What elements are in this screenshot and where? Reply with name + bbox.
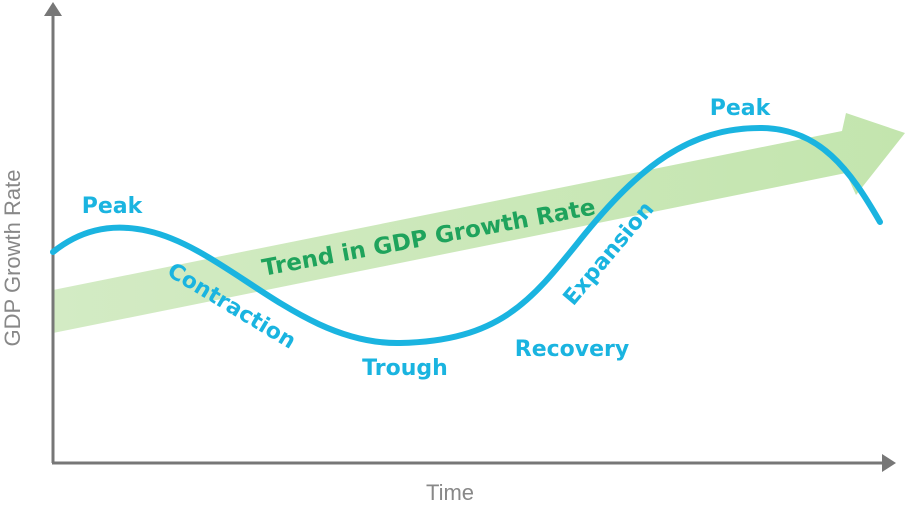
y-axis-arrow bbox=[44, 2, 62, 16]
phase-label: Peak bbox=[82, 194, 144, 219]
x-axis-arrow bbox=[882, 454, 896, 472]
phase-label: Trough bbox=[362, 356, 448, 381]
trend-arrow bbox=[53, 113, 905, 333]
y-axis-label: GDP Growth Rate bbox=[0, 170, 25, 347]
x-axis-label: Time bbox=[426, 480, 474, 505]
phase-label: Recovery bbox=[515, 337, 629, 362]
cycle-curve bbox=[50, 124, 883, 347]
phase-label: Peak bbox=[710, 96, 772, 121]
